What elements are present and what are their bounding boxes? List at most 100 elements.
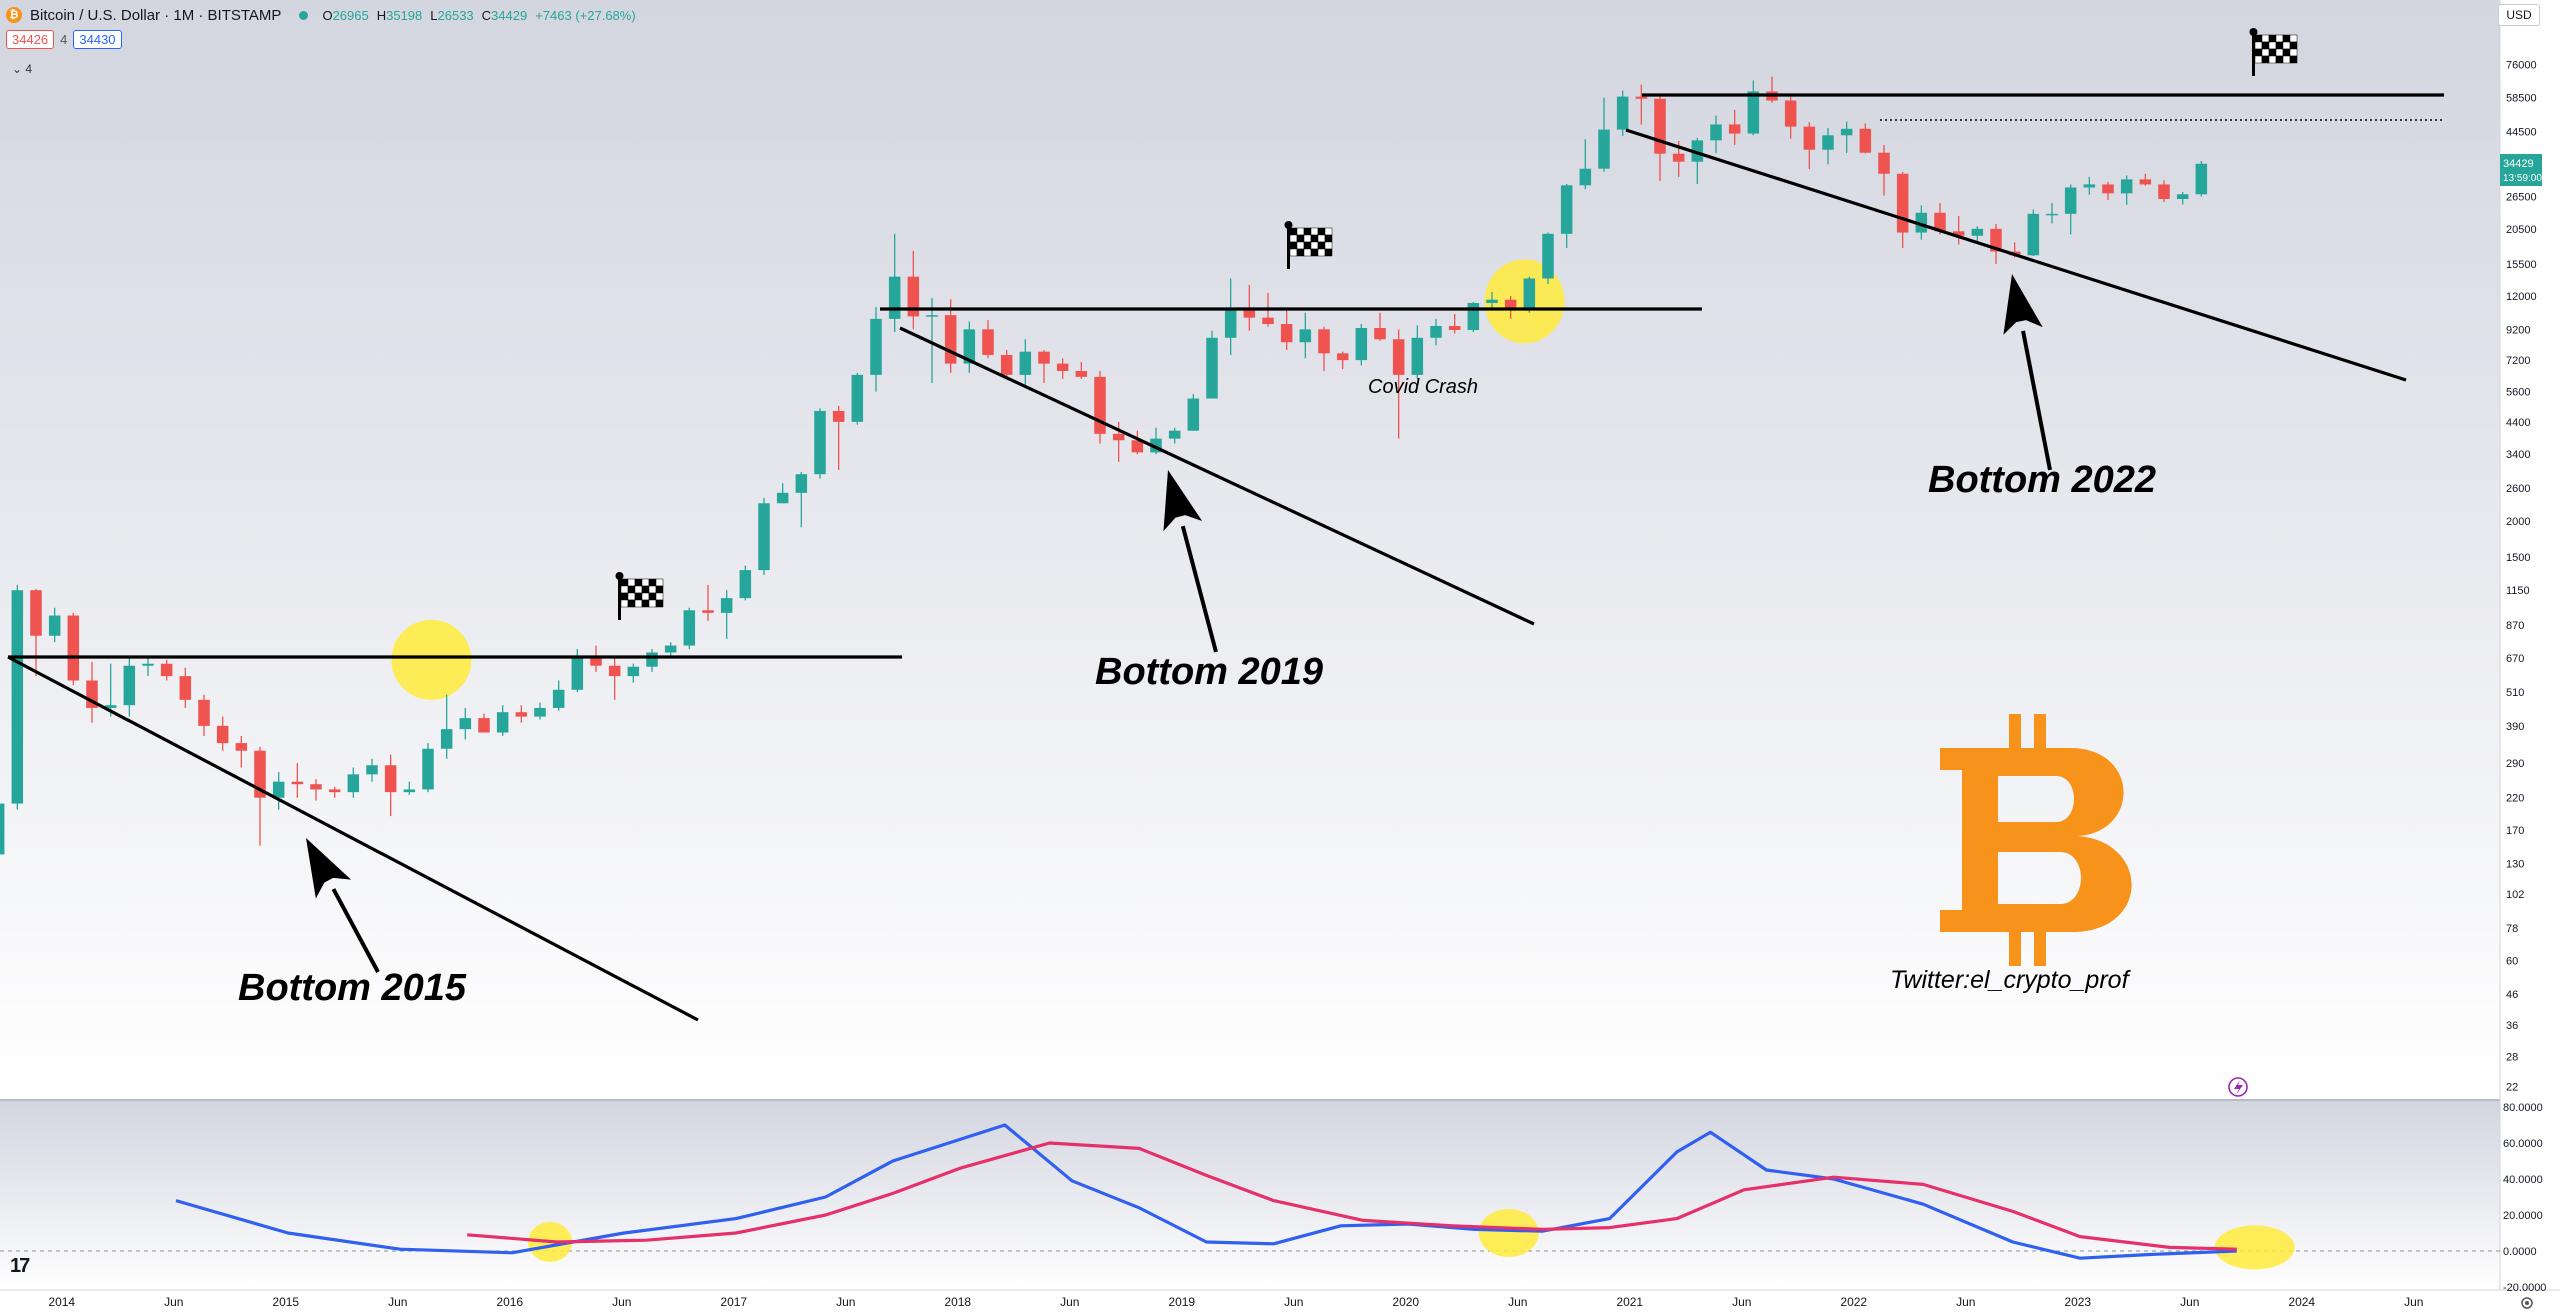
candle [1392,329,1405,439]
candle [926,298,938,383]
time-tick-label: Jun [388,1295,407,1309]
buy-price-button[interactable]: 34430 [73,30,122,49]
candle [179,667,192,708]
price-tick-label: 2600 [2506,483,2530,495]
candle [1635,84,1648,125]
time-tick-label: 2017 [720,1295,747,1309]
candle [422,743,434,793]
candle [1523,276,1536,313]
candle [403,781,416,795]
price-tick-label: 3400 [2506,449,2530,461]
candle [1411,325,1424,379]
price-tick-label: 130 [2506,859,2524,871]
candle [870,306,882,392]
candle [86,661,98,723]
open-key: O [322,7,333,23]
sell-price-button[interactable]: 34426 [6,30,55,49]
candle [1542,232,1554,285]
indicator-toggle[interactable]: ⌄ 4 [12,62,33,76]
highlight-circle [2214,1225,2295,1270]
candle [1598,97,1610,172]
candle [310,779,322,801]
candle [1374,312,1386,341]
candle [1915,205,1928,240]
time-tick-label: Jun [836,1295,855,1309]
candle [30,589,42,677]
trendline [899,326,1535,626]
candle [2027,209,2040,257]
time-tick-label: Jun [2404,1295,2423,1309]
candle [2139,173,2152,186]
candle [1336,351,1349,370]
time-tick-label: 2024 [2288,1295,2315,1309]
low-key: L [430,7,438,23]
time-tick-label: Jun [1508,1295,1527,1309]
close-value: 34429 [491,7,528,23]
indicator-tick-label: 20.0000 [2503,1210,2543,1222]
time-tick-label: Jun [2180,1295,2199,1309]
price-tick-label: 58500 [2506,92,2537,104]
candle [1859,123,1872,154]
candle [160,659,173,681]
time-axis[interactable]: 2014 Jun 2015 Jun 2016 Jun 2017 Jun 2018 Jun 2019 J… [48,1295,2423,1309]
finish-flag-icon [1284,221,1333,269]
price-tick-label: 76000 [2506,59,2537,71]
indicator-tick-label: -20.0000 [2503,1282,2546,1294]
low-value: 26533 [437,7,474,23]
change-value: +7463 (+27.68%) [535,7,636,23]
price-badge-countdown: 13:59:00 [2503,173,2542,184]
close-key: C [481,7,492,23]
candle [2083,176,2096,195]
candle [1000,350,1013,379]
candle [366,758,378,782]
candle [347,767,360,798]
price-tick-label: 36 [2506,1020,2518,1032]
candle [1206,330,1218,399]
currency-button[interactable]: USD [2498,4,2540,26]
tradingview-logo[interactable]: 17 [10,1255,30,1277]
time-tick-label: 2020 [1392,1295,1419,1309]
indicator-tick-label: 40.0000 [2503,1174,2543,1186]
candle [1822,127,1834,165]
candle [216,716,229,751]
candle [1710,115,1722,154]
settings-gear-icon[interactable] [2521,1297,2533,1309]
chart-header: ₿ Bitcoin / U.S. Dollar · 1M · BITSTAMP … [6,4,636,26]
price-axis-background [2500,0,2560,1314]
trendline [7,655,699,1022]
candle [48,607,61,643]
price-tick-label: 1150 [2506,585,2530,597]
candle [2102,181,2114,200]
candle [608,656,621,700]
annotation-label: Covid Crash [1368,376,1478,398]
indicator-axis[interactable]: 80.0000 60.0000 40.0000 20.0000 0.0000 -20.00… [2503,1102,2546,1294]
price-tick-label: 46 [2506,989,2518,1001]
arrow [2003,274,2052,471]
candle [496,705,509,736]
candle [963,321,976,373]
annotation-label: Bottom 2022 [1928,459,2156,501]
price-axis[interactable]: 76000 58500 44500 26500 20500 15500 12000 9200 7… [2506,59,2537,1093]
highlight-circle [1478,1209,1539,1257]
candle [627,663,640,683]
candle [1952,216,1965,245]
candle [515,705,528,723]
finish-flag-icon [615,572,664,620]
candle [1168,427,1181,444]
candle [440,694,453,759]
candle [851,372,864,425]
candle [814,408,826,479]
price-tick-label: 78 [2506,923,2518,935]
ohlc-values: O26965 H35198 L26533 C34429 +7463 (+27.6… [322,8,635,23]
candle [328,786,341,798]
price-tick-label: 9200 [2506,324,2530,336]
time-tick-label: Jun [1060,1295,1079,1309]
symbol-title[interactable]: Bitcoin / U.S. Dollar · 1M · BITSTAMP [30,6,282,24]
candle [2158,180,2170,202]
price-tick-label: 5600 [2506,387,2530,399]
alert-icon[interactable] [2228,1077,2248,1097]
time-tick-label: 2023 [2064,1295,2091,1309]
candle [1448,313,1461,334]
candle [832,405,845,470]
